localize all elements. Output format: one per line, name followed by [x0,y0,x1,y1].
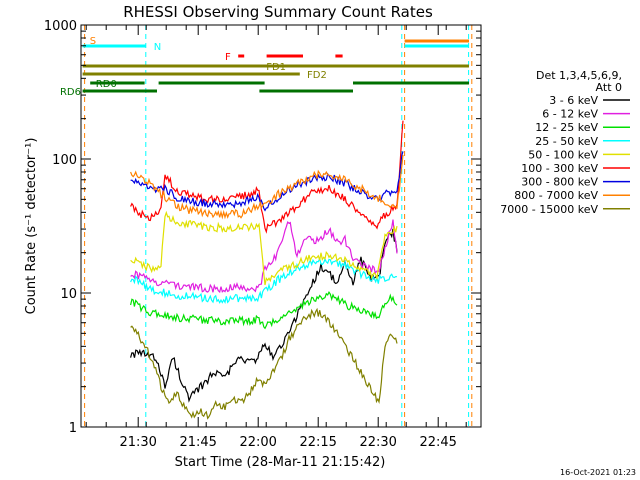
series-line-5 [130,120,404,234]
y-tick-label-1: 10 [60,287,77,302]
x-tick-label-5: 22:45 [419,435,456,450]
y-tick-label-0: 1 [69,421,77,436]
series-line-6 [130,151,404,212]
plot-frame [80,24,482,428]
series-line-4 [130,210,398,286]
legend-entry-label-7: 800 - 7000 keV [514,189,598,202]
x-tick-label-4: 22:30 [359,435,396,450]
state-bar-label-1: N [154,42,161,53]
series-line-0 [130,228,398,403]
series-line-7 [130,154,404,220]
state-bar-label-4: FD1 [266,62,286,73]
y-axis-ticks: 1 10 100 1000 [44,19,481,436]
state-bar-label-7: RD6 [60,87,81,98]
axes [80,24,482,428]
x-tick-label-1: 21:45 [179,435,216,450]
legend-entry-label-2: 12 - 25 keV [535,121,598,134]
legend-title-line-1: Att 0 [596,81,622,94]
legend-title-line-0: Det 1,3,4,5,6,9, [536,69,622,82]
legend-entry-label-5: 100 - 300 keV [521,162,598,175]
series-line-3 [130,256,398,305]
state-bar-label-3: F [225,52,231,63]
y-axis-label: Count Rate (s⁻¹ detector⁻¹) [24,138,39,315]
x-tick-label-2: 22:00 [239,435,276,450]
x-tick-label-0: 21:30 [119,435,156,450]
x-axis-ticks: 21:30 21:45 22:00 22:15 22:30 22:45 [85,25,467,450]
legend-entry-label-3: 25 - 50 keV [535,135,598,148]
legend-entry-label-0: 3 - 6 keV [549,94,598,107]
generated-timestamp: 16-Oct-2021 01:23 [560,468,636,477]
state-bar-label-0: S [90,36,96,47]
chart-title: RHESSI Observing Summary Count Rates [123,3,433,21]
y-tick-label-2: 100 [52,153,77,168]
state-bar-label-5: FD2 [307,70,327,81]
legend-entry-label-4: 50 - 100 keV [528,148,598,161]
legend-entry-label-8: 7000 - 15000 keV [500,203,598,216]
x-tick-label-3: 22:15 [299,435,336,450]
series-lines [130,120,404,420]
x-axis-label: Start Time (28-Mar-11 21:15:42) [175,455,386,470]
series-line-2 [130,291,398,330]
series-line-8 [130,307,398,420]
y-tick-label-3: 1000 [44,19,77,34]
legend-entry-label-1: 6 - 12 keV [542,108,598,121]
legend-entry-label-6: 300 - 800 keV [521,176,598,189]
state-bars: S N F FD1 FD2 RD0 RD6 [60,36,469,98]
state-bar-label-6: RD0 [96,79,117,90]
